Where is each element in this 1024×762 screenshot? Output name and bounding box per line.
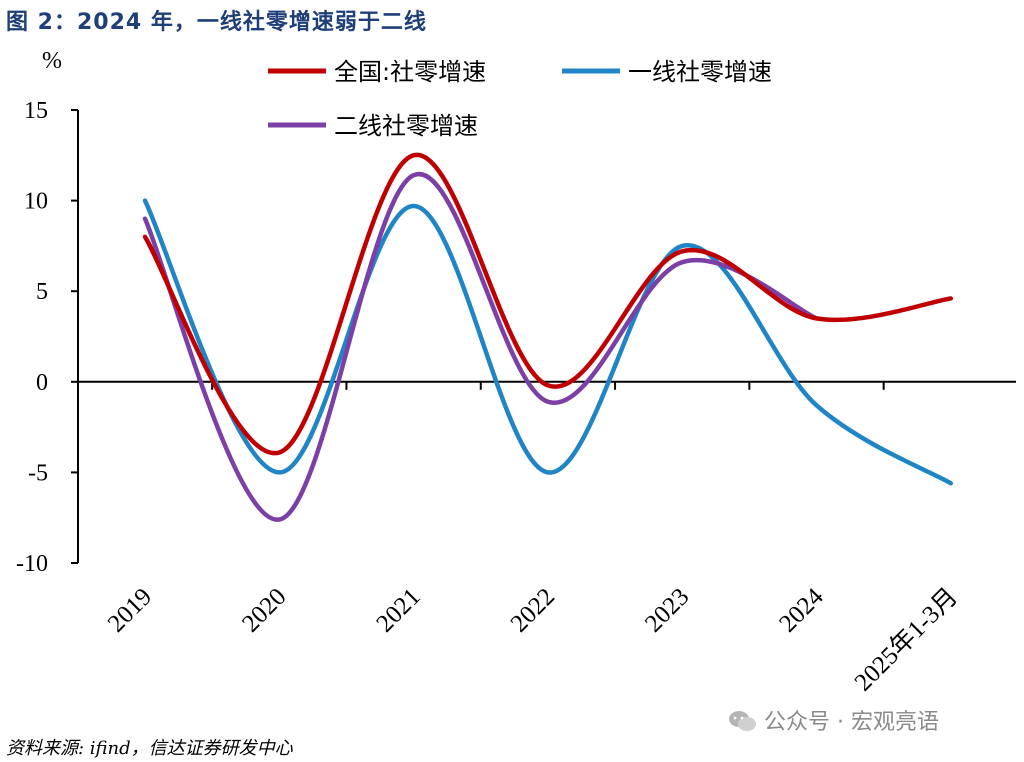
x-tick-label: 2019 xyxy=(103,583,157,637)
series-line-1 xyxy=(142,153,954,456)
y-axis-unit-label: % xyxy=(42,48,62,74)
chart-title: 图 2：2024 年，一线社零增速弱于二线 xyxy=(6,10,427,35)
y-tick-label: 0 xyxy=(36,370,48,396)
y-tick-label: 10 xyxy=(24,189,48,215)
legend-label: 一线社零增速 xyxy=(628,58,772,86)
legend-label: 二线社零增速 xyxy=(334,112,478,140)
x-tick-label: 2020 xyxy=(237,583,291,637)
y-tick-label: 15 xyxy=(24,98,48,124)
series-lines xyxy=(142,153,954,522)
series-line-3 xyxy=(142,171,819,522)
watermark: 公众号 · 宏观亮语 xyxy=(728,704,939,736)
y-tick-label: -5 xyxy=(28,460,48,486)
watermark-text: 公众号 · 宏观亮语 xyxy=(764,710,939,735)
x-tick-label: 2025年1-3月 xyxy=(849,582,963,696)
x-tick-label: 2021 xyxy=(371,583,425,637)
axes: -10 -5 0 5 10 15 2019 2020 2021 2022 2023 2024 2025年… xyxy=(16,98,1016,697)
y-tick-label: 5 xyxy=(36,279,48,305)
source-note: 资料来源: ifind，信达证券研发中心 xyxy=(6,738,293,759)
x-tick-label: 2024 xyxy=(774,583,829,638)
legend-label: 全国:社零增速 xyxy=(334,58,486,86)
series-line-2 xyxy=(142,198,954,486)
y-tick-label: -10 xyxy=(16,551,48,577)
x-tick-label: 2022 xyxy=(506,583,560,637)
x-tick-label: 2023 xyxy=(640,583,694,637)
wechat-icon xyxy=(728,709,756,731)
